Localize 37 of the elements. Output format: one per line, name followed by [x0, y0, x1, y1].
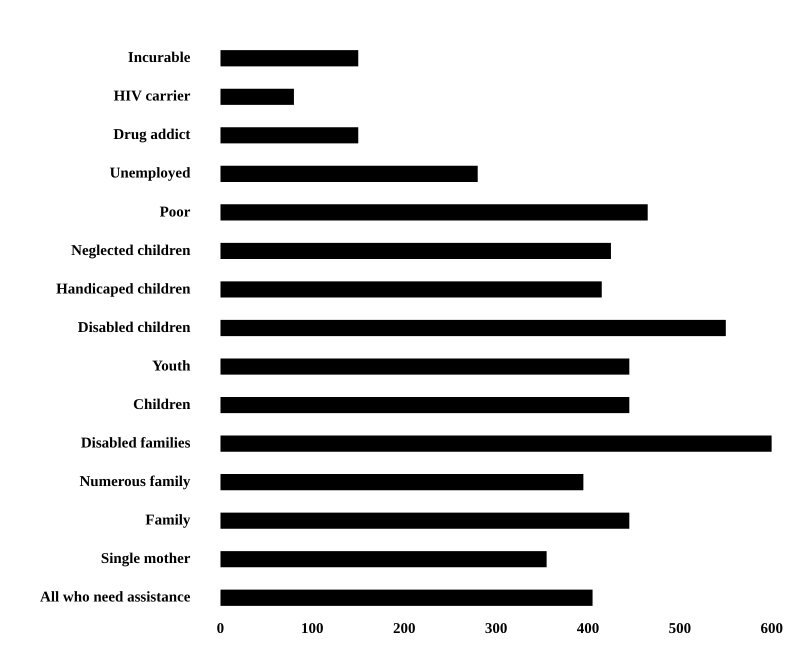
- bar: [220, 281, 602, 298]
- y-tick-label: Unemployed: [110, 166, 192, 182]
- y-tick-label: Children: [133, 396, 192, 413]
- bar: [220, 396, 630, 414]
- x-tick-label: 500: [668, 620, 692, 637]
- x-tick-label: 200: [392, 620, 416, 637]
- bar: [220, 88, 294, 105]
- x-tick-label: 400: [576, 620, 600, 637]
- y-tick-label: HIV carrier: [114, 88, 191, 105]
- bar: [220, 50, 358, 66]
- bar: [220, 512, 630, 529]
- bar: [220, 590, 593, 606]
- x-tick-label: 0: [216, 620, 224, 637]
- y-tick-label: Numerous family: [79, 474, 191, 490]
- bar: [220, 358, 630, 375]
- bar: [220, 127, 358, 144]
- y-tick-label: Family: [145, 512, 191, 529]
- y-tick-label: Drug addict: [113, 127, 190, 144]
- bar: [220, 242, 611, 260]
- y-tick-label: All who need assistance: [40, 590, 191, 606]
- y-tick-label: Youth: [152, 358, 192, 374]
- bar: [220, 204, 648, 220]
- y-tick-label: Disabled families: [80, 435, 191, 452]
- x-tick-label: 300: [484, 620, 508, 637]
- y-tick-label: Neglected children: [71, 242, 192, 259]
- y-tick-label: Incurable: [128, 50, 191, 66]
- y-tick-label: Handicaped children: [56, 281, 192, 298]
- y-tick-label: Single mother: [100, 551, 191, 568]
- y-tick-label: Poor: [160, 204, 191, 220]
- x-tick-label: 600: [760, 620, 783, 637]
- x-tick-label: 100: [301, 620, 324, 637]
- bar: [220, 436, 772, 452]
- bar: [220, 166, 478, 182]
- bar: [220, 551, 547, 568]
- bar: [220, 320, 726, 336]
- bar: [220, 474, 584, 490]
- y-tick-label: Disabled children: [78, 320, 192, 336]
